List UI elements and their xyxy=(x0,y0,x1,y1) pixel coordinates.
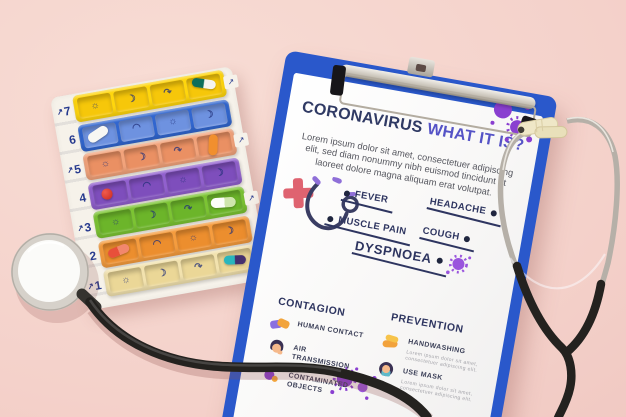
pill-compartment[interactable]: ☼ xyxy=(164,166,202,194)
pill-compartment[interactable]: ☼ xyxy=(86,150,125,178)
sun-icon: ☼ xyxy=(187,231,199,244)
pill-orange-oblong[interactable] xyxy=(208,134,218,156)
pill-compartment[interactable]: ☽ xyxy=(200,160,239,188)
sun-icon: ☼ xyxy=(120,273,132,286)
chest-piece-diaphragm xyxy=(18,240,80,302)
arrow-tab-icon: ↗ xyxy=(222,74,239,90)
virus-icon xyxy=(446,254,472,275)
sunset-arrow-icon: ↷ xyxy=(162,86,173,99)
bullet-dot xyxy=(343,189,351,197)
pill-compartment[interactable]: ☼ xyxy=(107,266,145,294)
clipboard: CORONAVIRUSWHAT IT IS? Lorem ipsum dolor… xyxy=(212,50,558,417)
handwashing-icon xyxy=(379,330,402,353)
pill-capsule-white-green[interactable] xyxy=(210,196,237,209)
sunset-arrow-icon: ↷ xyxy=(193,260,204,273)
face-mask-icon xyxy=(374,359,397,382)
sunset-arrow-icon: ↷ xyxy=(183,202,194,215)
pill-compartment[interactable]: ◠ xyxy=(138,231,176,258)
pill-compartment[interactable]: ☽ xyxy=(143,260,182,287)
sunset-arrow-icon: ↷ xyxy=(172,144,184,157)
sun-icon: ☼ xyxy=(99,157,111,170)
bullet-dot xyxy=(490,209,498,217)
y-tube-right xyxy=(562,279,606,357)
moon-icon: ☽ xyxy=(156,266,168,280)
symptom-cough: COUGH xyxy=(419,225,475,253)
pill-compartment[interactable]: ☽ xyxy=(112,86,151,113)
pill-compartment[interactable]: ↷ xyxy=(179,253,218,281)
moon-icon: ☽ xyxy=(203,108,215,122)
moon-icon: ☽ xyxy=(126,92,137,106)
sunrise-icon: ◠ xyxy=(141,179,153,193)
pill-compartment[interactable]: ☽ xyxy=(190,102,229,129)
pill-compartment[interactable]: ☽ xyxy=(211,218,249,246)
bullet-dot xyxy=(463,235,471,243)
sun-icon: ☼ xyxy=(110,215,122,228)
sun-icon: ☼ xyxy=(177,173,189,186)
pill-organizer: ↗7 ↗6 ↗5 ↗4 ↗3 ↗2 ↗1 ☼ ☽ ↷ ↗ xyxy=(50,66,270,311)
prevention-heading: PREVENTION xyxy=(390,311,465,336)
pill-compartment[interactable]: ☼ xyxy=(174,224,213,252)
sun-icon: ☼ xyxy=(167,115,179,128)
pill-compartment[interactable]: ↷ xyxy=(159,137,197,165)
pill-compartment[interactable]: ↷ xyxy=(149,79,187,107)
handshake-icon xyxy=(269,312,292,335)
symptom-headache: HEADACHE xyxy=(426,196,501,228)
pill-compartment[interactable]: ↷ xyxy=(169,195,208,223)
pill-compartment[interactable]: ◠ xyxy=(128,173,166,200)
metal-tube-right xyxy=(566,117,620,288)
caption-text: Lorem ipsum dolor sit amet, consectetuer… xyxy=(399,378,474,403)
moon-icon: ☽ xyxy=(214,167,225,180)
contaminated-icon xyxy=(260,364,283,387)
bullet-dot xyxy=(326,215,334,223)
pill-compartment[interactable]: ☼ xyxy=(76,92,114,120)
y-tube-left xyxy=(512,261,576,417)
stethoscope-illustration-icon xyxy=(305,176,359,231)
pill-compartment[interactable]: ◠ xyxy=(117,115,156,142)
pill-compartment[interactable]: ☼ xyxy=(154,108,192,136)
moon-icon: ☽ xyxy=(136,150,148,164)
sun-icon: ☼ xyxy=(89,99,101,112)
pill-compartment[interactable]: ☼ xyxy=(96,208,135,236)
arrow-tab-icon: ↗ xyxy=(233,132,250,148)
sunrise-icon: ◠ xyxy=(151,237,163,251)
sunrise-icon: ◠ xyxy=(131,121,142,135)
pill-capsule-cyan-purple[interactable] xyxy=(223,254,247,265)
arrow-tab-icon: ↗ xyxy=(243,190,260,206)
coughing-person-icon xyxy=(265,336,288,359)
bullet-dot xyxy=(436,256,444,264)
moon-icon: ☽ xyxy=(224,225,236,238)
pill-compartment[interactable]: ☽ xyxy=(133,202,171,229)
moon-icon: ☽ xyxy=(146,208,158,222)
pill-compartment[interactable]: ☽ xyxy=(123,144,161,171)
